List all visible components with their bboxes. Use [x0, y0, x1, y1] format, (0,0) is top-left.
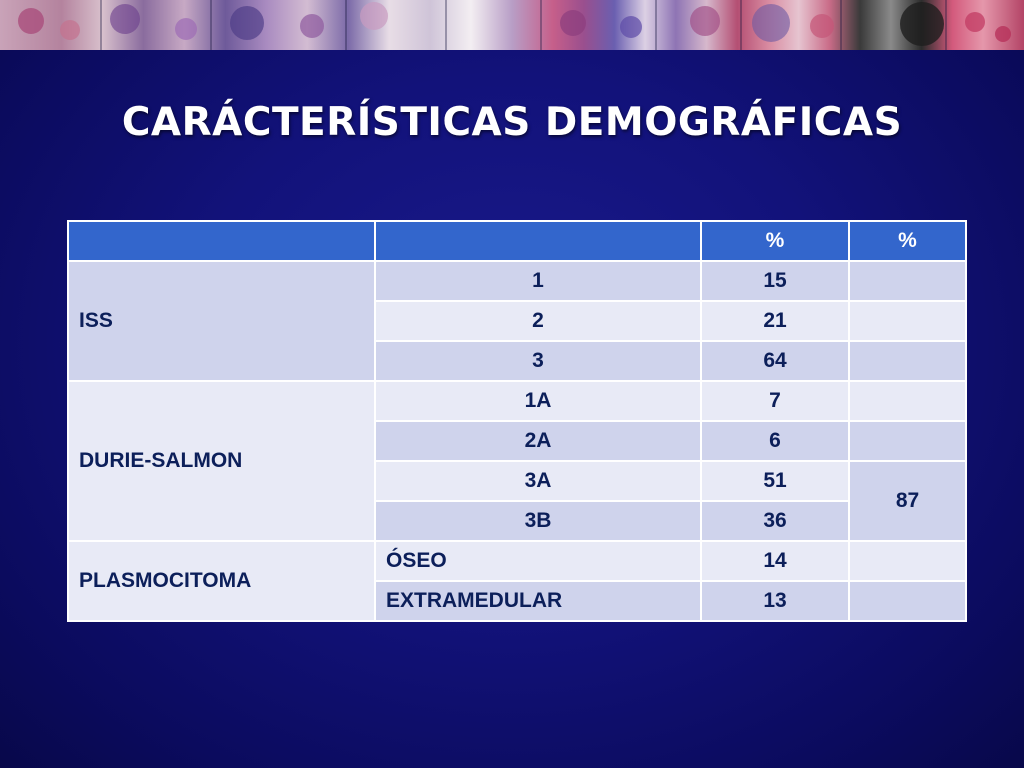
percent-cell: 13 [700, 580, 850, 622]
table-row: 3B 36 [68, 500, 966, 542]
table-row: ISS 1 15 [67, 260, 967, 382]
percent-cell: 51 [700, 460, 850, 502]
table-row: EXTRAMEDULAR 13 [68, 580, 967, 622]
header-cell-group [67, 220, 376, 262]
percent-cell: 6 [700, 420, 850, 462]
category-cell: 3 [374, 340, 702, 382]
category-cell: 2 [374, 300, 702, 342]
header-cell-percent: % [700, 220, 850, 262]
table-row: DURIE-SALMON 1A 7 [67, 380, 967, 542]
slide-title: CARÁCTERÍSTICAS DEMOGRÁFICAS [121, 100, 903, 145]
category-cell: EXTRAMEDULAR [374, 580, 702, 622]
percent-2-cell [848, 340, 967, 382]
percent-cell: 7 [700, 380, 850, 422]
group-label-durie-salmon: DURIE-SALMON [67, 380, 376, 542]
microscopy-banner-image [0, 0, 1024, 50]
header-cell-percent-2: % [848, 220, 967, 262]
table-row: 2A 6 [68, 420, 967, 462]
percent-2-cell [848, 540, 967, 582]
category-cell: 1A [374, 380, 702, 422]
category-cell: 2A [374, 420, 702, 462]
percent-2-merged-cell: 87 [848, 460, 967, 542]
header-cell-category [374, 220, 702, 262]
percent-2-cell [848, 580, 967, 622]
demographics-table: % % ISS 1 15 2 21 3 64 DURIE-SALMON 1A 7 [67, 220, 967, 622]
percent-2-cell [848, 300, 967, 342]
percent-cell: 36 [700, 500, 850, 542]
category-cell: 1 [374, 260, 702, 302]
table-row: 3A 51 87 [68, 460, 967, 542]
group-label-plasmocitoma: PLASMOCITOMA [67, 540, 376, 622]
table-row: PLASMOCITOMA ÓSEO 14 [67, 540, 967, 622]
percent-2-cell [848, 380, 967, 422]
category-cell: 3A [374, 460, 702, 502]
category-cell: 3B [374, 500, 702, 542]
group-label-iss: ISS [67, 260, 376, 382]
percent-cell: 21 [700, 300, 850, 342]
category-cell: ÓSEO [374, 540, 702, 582]
percent-cell: 15 [700, 260, 850, 302]
percent-cell: 64 [700, 340, 850, 382]
table-header-row: % % [67, 220, 967, 262]
percent-2-cell [848, 420, 967, 462]
percent-2-cell [848, 260, 967, 302]
percent-cell: 14 [700, 540, 850, 582]
table-row: 3 64 [68, 340, 967, 382]
table-row: 2 21 [68, 300, 967, 342]
